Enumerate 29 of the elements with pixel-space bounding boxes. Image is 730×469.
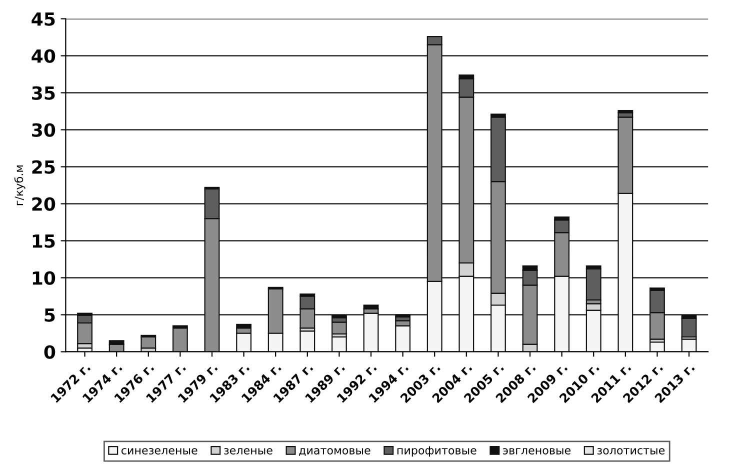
bar xyxy=(331,322,347,335)
legend-label: эвгленовые xyxy=(503,448,570,454)
y-tick-label: 10 xyxy=(32,271,56,285)
bar xyxy=(236,332,252,352)
bar xyxy=(300,330,316,352)
bar xyxy=(395,325,411,352)
bar xyxy=(363,312,379,352)
legend-label: синезеленые xyxy=(121,448,198,454)
legend-label: пирофитовые xyxy=(397,446,476,457)
y-tick-label: 15 xyxy=(32,234,55,248)
y-tick-label: 20 xyxy=(32,197,56,211)
bar xyxy=(681,318,697,338)
y-tick-label: 35 xyxy=(32,86,55,100)
legend-label: зеленые xyxy=(224,448,272,454)
y-tick-label: 25 xyxy=(32,160,55,174)
legend-label: золотистые xyxy=(597,448,665,454)
y-tick-label: 30 xyxy=(32,123,56,137)
bar xyxy=(395,314,411,318)
y-tick-label: 5 xyxy=(44,308,55,322)
y-tick-label: 40 xyxy=(32,49,56,63)
y-axis-title: г/куб.м xyxy=(14,165,26,206)
legend-label: диатомовые xyxy=(299,448,370,456)
bar xyxy=(172,328,188,352)
bar xyxy=(331,314,347,318)
y-tick-label: 45 xyxy=(32,12,55,26)
bar xyxy=(140,336,156,349)
bar xyxy=(586,268,602,301)
y-tick-label: 0 xyxy=(44,345,56,359)
bar xyxy=(618,110,634,114)
